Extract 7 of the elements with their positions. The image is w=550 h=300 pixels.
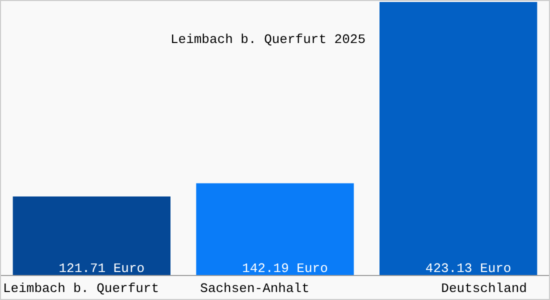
- data-label: 423.13 Euro: [425, 261, 512, 276]
- text: Leimbach b. Querfurt 2025: [170, 32, 366, 47]
- x-tick-label: Deutschland: [441, 281, 527, 296]
- x-tick-label: Sachsen-Anhalt: [200, 281, 310, 296]
- data-label: 121.71 Euro: [58, 261, 145, 276]
- x-tick-label: Leimbach b. Querfurt: [3, 281, 160, 296]
- data-label: 142.19 Euro: [242, 261, 328, 276]
